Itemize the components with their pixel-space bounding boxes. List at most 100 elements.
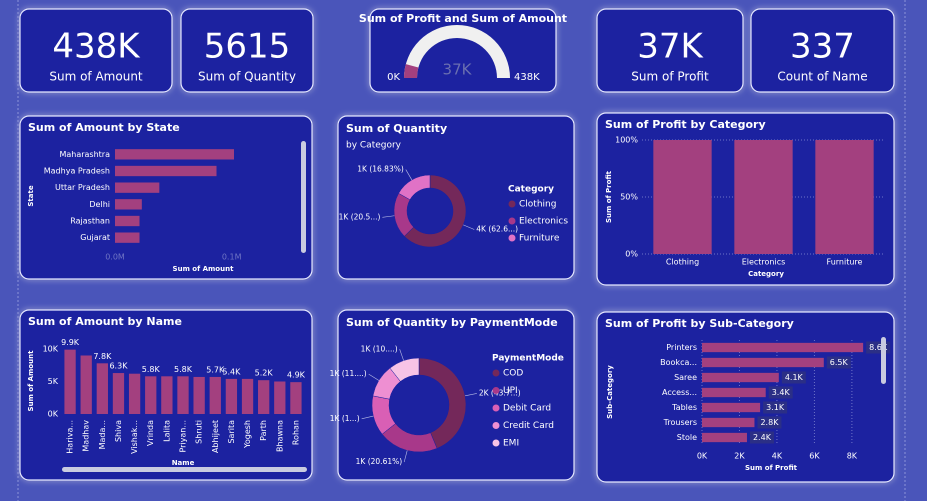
bar [702, 387, 766, 398]
y-axis-label: Sum of Amount [27, 350, 35, 412]
content: 438K Sum of Amount 5615 Sum of Quantity 37K S… [19, 8, 895, 483]
value-label: 4.1K [785, 373, 804, 382]
leader-line [465, 393, 477, 397]
bar [115, 165, 217, 177]
gauge-tick-label: 438K [514, 72, 540, 83]
y-tick-label: Gujarat [80, 233, 110, 242]
x-tick-label: Yogesh [243, 420, 252, 449]
kpi-label: Sum of Amount [49, 70, 143, 84]
data-label: 4K (62.6...) [476, 225, 518, 234]
y-tick-label: 50% [620, 193, 638, 202]
bar [96, 363, 108, 414]
bar [653, 140, 712, 254]
value-label: 4.9K [287, 371, 306, 380]
y-tick-label: Trousers [663, 418, 697, 427]
x-tick-label: Sarita [227, 420, 236, 444]
y-tick-label: Stole [677, 433, 697, 442]
legend-swatch [492, 369, 500, 377]
bar [225, 378, 238, 414]
y-tick-label: 5K [48, 377, 59, 386]
data-label: 1K (1...) [330, 414, 360, 423]
data-label: 1K (16.83%) [357, 165, 404, 174]
legend-label: COD [503, 369, 523, 379]
y-tick-label: Bookca... [660, 358, 697, 367]
value-label: 5.8K [142, 365, 161, 374]
value-label: 8.6K [869, 343, 888, 352]
bar [115, 199, 142, 210]
y-tick-label: Uttar Pradesh [55, 183, 110, 192]
x-tick-label: 0K [697, 452, 708, 461]
value-label: 7.8K [93, 352, 112, 361]
y-axis-label: Sum of Profit [605, 170, 613, 223]
bar [112, 373, 125, 414]
x-tick-label: Lalita [162, 420, 171, 442]
legend-swatch [492, 387, 500, 394]
panel [19, 115, 313, 280]
value-label: 5.2K [255, 369, 274, 378]
bar [734, 140, 793, 254]
value-label-box [781, 371, 806, 384]
panel [180, 8, 314, 93]
kpi-value: 37K [637, 27, 704, 67]
bar [64, 349, 76, 414]
leader-line [405, 169, 413, 181]
legend-swatch [492, 422, 500, 429]
bar [274, 381, 286, 414]
leader-line [368, 373, 380, 381]
data-label: 1K (10....) [361, 344, 398, 353]
data-label: 1K (20.5...) [339, 212, 381, 221]
scrollbar[interactable] [881, 337, 886, 384]
value-label: 5.8K [174, 365, 193, 374]
kpi-label: Count of Name [777, 70, 867, 84]
panel [19, 8, 173, 93]
legend-label: Furniture [519, 234, 560, 244]
legend-title: Category [508, 185, 554, 195]
y-tick-label: Maharashtra [59, 150, 110, 159]
kpi-value: 5615 [204, 27, 291, 67]
scrollbar[interactable] [301, 141, 306, 253]
y-tick-label: 100% [615, 136, 638, 145]
panel [596, 8, 744, 93]
x-tick-label: Mada... [98, 420, 107, 449]
bar [128, 373, 141, 414]
y-tick-label: Delhi [89, 200, 110, 209]
value-label-box [826, 356, 851, 369]
x-tick-label: 8K [847, 452, 858, 461]
x-tick-label: Electronics [742, 258, 786, 267]
bar [80, 355, 92, 414]
kpi-label: Sum of Quantity [198, 70, 296, 84]
gauge-value [404, 64, 419, 78]
bar [702, 342, 864, 353]
leader-line [361, 415, 374, 420]
x-tick-label: Madhav [82, 420, 91, 452]
legend-label: EMI [503, 439, 519, 449]
bar [161, 376, 173, 414]
x-tick-label: Vishak... [130, 420, 139, 454]
bar [115, 232, 140, 243]
panel [750, 8, 895, 93]
bar [290, 382, 302, 414]
value-label-box [763, 401, 788, 414]
x-tick-label: Rohan [291, 420, 300, 445]
scrollbar[interactable] [62, 467, 307, 472]
legend-label: Electronics [519, 217, 568, 227]
bar [815, 140, 874, 254]
y-tick-label: Access... [662, 388, 697, 397]
chart-title: Sum of Profit by Sub-Category [605, 317, 794, 330]
gauge-tick-label: 0K [387, 72, 400, 83]
x-tick-label: Hariva... [66, 420, 75, 454]
y-tick-label: 0K [48, 410, 59, 419]
value-label: 5.7K [206, 365, 225, 374]
x-tick-label: 0.1M [222, 253, 242, 262]
y-tick-label: Printers [666, 343, 697, 352]
x-tick-label: Parth [259, 420, 268, 441]
donut-slice [404, 174, 467, 248]
y-tick-label: Tables [671, 403, 697, 412]
bar [702, 417, 755, 428]
y-axis-label: Sub-Category [606, 365, 614, 419]
y-tick-label: Madhya Pradesh [44, 167, 110, 176]
leader-line [403, 450, 408, 463]
x-axis-label: Category [748, 270, 784, 278]
value-label: 9.9K [61, 338, 80, 347]
